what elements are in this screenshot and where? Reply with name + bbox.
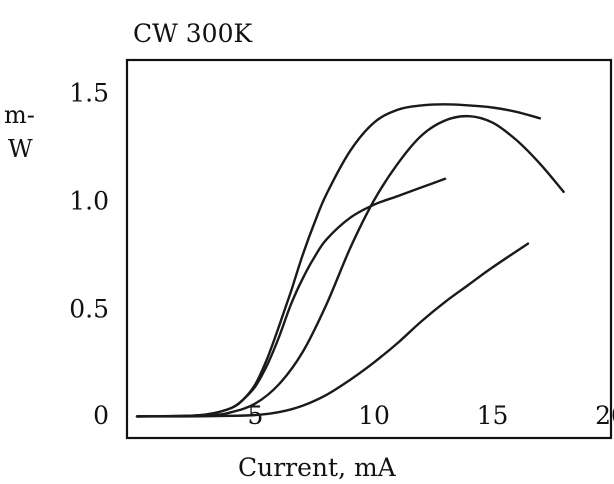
y-axis-label-line-2: W <box>8 135 33 163</box>
series-line-2 <box>135 177 447 418</box>
chart-title: CW 300K <box>133 19 253 48</box>
series-line-1 <box>135 103 542 418</box>
y-tick-label-2: 1.5 <box>69 78 109 107</box>
y-tick-label-1: 1.0 <box>69 186 109 215</box>
y-axis-label-line-1: m- <box>4 101 35 129</box>
y-tick-labels: 0.5 1.0 1.5 <box>69 78 109 323</box>
series-line-4 <box>135 242 530 418</box>
plot-frame <box>125 58 613 440</box>
x-tick-labels: 05101520 <box>93 401 614 430</box>
x-tick-label-3: 15 <box>477 401 509 430</box>
series-lines <box>135 103 565 418</box>
x-tick-label-0: 0 <box>93 401 109 430</box>
y-axis-label: m- W <box>4 101 43 163</box>
series-line-3 <box>135 114 565 418</box>
x-axis-label: Current, mA <box>238 453 397 482</box>
x-tick-label-2: 10 <box>358 401 390 430</box>
y-tick-label-0: 0.5 <box>69 294 109 323</box>
x-tick-label-4: 20 <box>595 401 614 430</box>
